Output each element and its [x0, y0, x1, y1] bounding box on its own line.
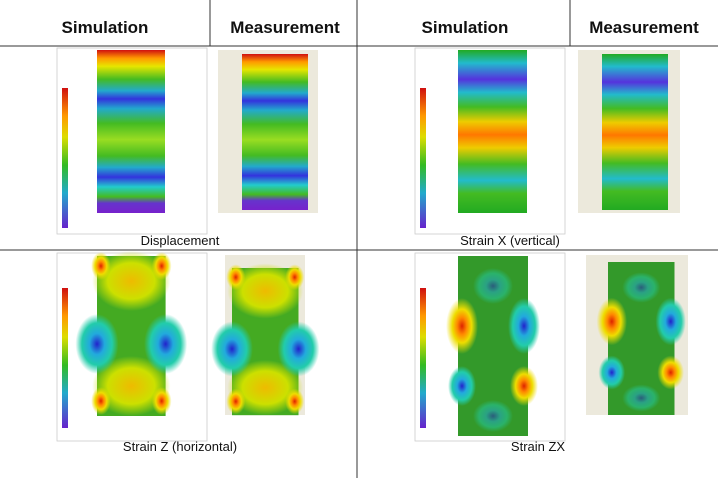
caption: Strain ZX [511, 439, 566, 454]
caption: Strain X (vertical) [460, 233, 560, 248]
contour-plot [97, 50, 165, 213]
color-bar [420, 88, 426, 228]
column-header: Measurement [230, 18, 340, 37]
caption: Displacement [141, 233, 220, 248]
contour-plot [458, 50, 527, 213]
contour-plot [602, 54, 668, 210]
contour-plot [446, 256, 540, 436]
column-header: Simulation [62, 18, 149, 37]
color-bar [62, 88, 68, 228]
contour-plot [596, 262, 686, 415]
caption: Strain Z (horizontal) [123, 439, 237, 454]
column-header: Measurement [589, 18, 699, 37]
color-bar [420, 288, 426, 428]
column-header: Simulation [422, 18, 509, 37]
color-bar [62, 288, 68, 428]
contour-plot [242, 54, 308, 210]
